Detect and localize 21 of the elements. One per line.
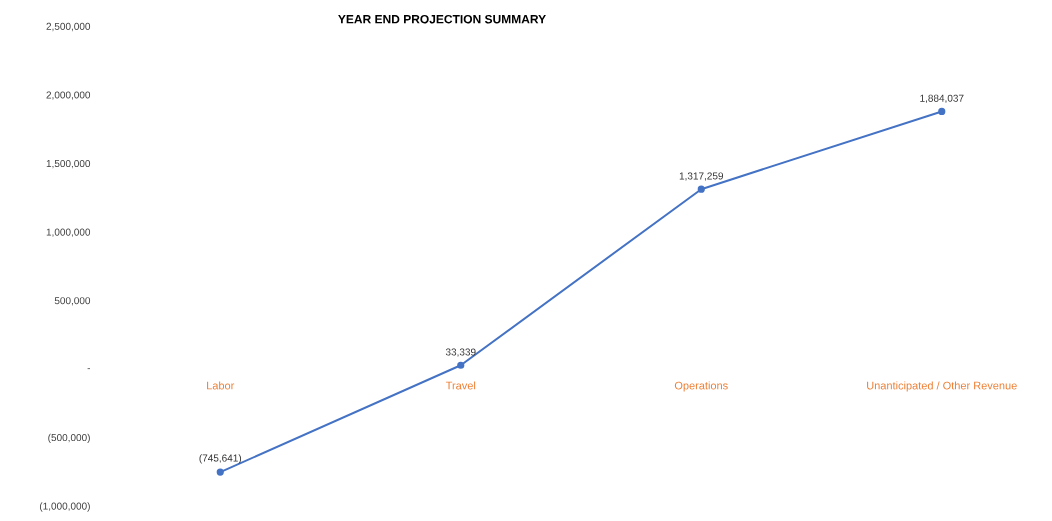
data-label: 1,884,037 <box>920 94 964 103</box>
y-tick-label: 500,000 <box>54 297 91 306</box>
y-tick-label: 2,500,000 <box>46 22 91 32</box>
point <box>938 107 946 116</box>
y-tick-label: - <box>87 368 91 370</box>
x-tick-label: Operations <box>674 381 728 392</box>
point <box>216 468 224 476</box>
point <box>697 185 705 193</box>
y-tick-label: 2,000,000 <box>46 91 91 100</box>
y-tick-label: (1,000,000) <box>39 502 90 512</box>
data-label: 33,339 <box>445 348 476 357</box>
data-label: (745,641) <box>199 454 242 464</box>
point <box>457 361 465 369</box>
x-tick-label: Unanticipated / Other Revenue <box>867 381 1017 392</box>
y-tick-label: (500,000) <box>48 433 90 444</box>
x-tick-label: Labor <box>207 381 235 390</box>
x-tick-label: Travel <box>445 381 476 390</box>
y-tick-label: 1,000,000 <box>46 228 91 237</box>
chart-title: YEAR END PROJECTION SUMMARY <box>338 14 546 24</box>
y-tick-label: 1,500,000 <box>46 160 91 169</box>
data-label: 1,317,259 <box>679 172 724 181</box>
